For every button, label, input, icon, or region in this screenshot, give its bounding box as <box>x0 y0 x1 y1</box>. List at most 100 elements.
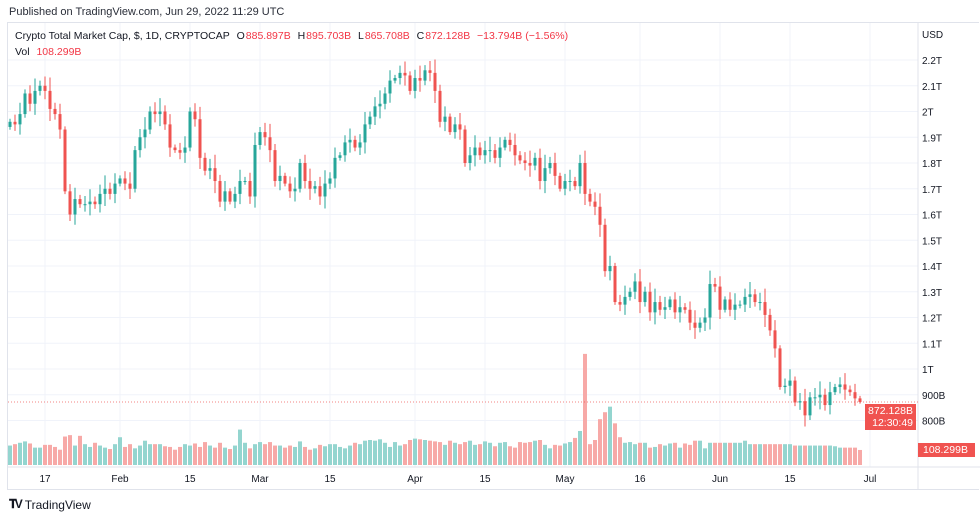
volume-bar <box>503 442 507 465</box>
volume-bar <box>253 444 257 465</box>
candle-body <box>223 191 227 202</box>
candle-body <box>158 111 162 115</box>
volume-bar <box>453 442 457 465</box>
volume-bar <box>213 447 217 465</box>
candle-body <box>148 111 152 130</box>
volume-bar <box>328 444 332 465</box>
symbol-title[interactable]: Crypto Total Market Cap, $, 1D, CRYPTOCA… <box>15 30 230 42</box>
volume-bar <box>718 442 722 465</box>
candle-body <box>443 116 447 122</box>
volume-bar <box>373 440 377 465</box>
x-tick-label: 15 <box>784 474 796 485</box>
volume-bar <box>478 444 482 465</box>
volume-bar <box>333 444 337 465</box>
volume-bar <box>583 353 587 465</box>
candle-body <box>743 296 747 305</box>
last-price: 872.128B <box>868 405 913 417</box>
volume-bar <box>223 447 227 465</box>
candle-body <box>408 75 412 91</box>
volume-bar <box>288 445 292 465</box>
volume-bar <box>633 444 637 465</box>
volume-bar <box>768 444 772 465</box>
volume-bar <box>708 442 712 465</box>
volume-bar <box>783 444 787 465</box>
candle-body <box>763 302 767 315</box>
volume-bar <box>578 430 582 465</box>
candle-body <box>53 108 57 115</box>
volume-bar <box>73 445 77 465</box>
volume-bar <box>308 449 312 465</box>
candle-body <box>238 181 242 194</box>
volume-bar <box>263 444 267 465</box>
volume-bar <box>603 412 607 465</box>
candle-body <box>108 188 112 194</box>
candle-body <box>668 299 672 308</box>
low-value: 865.708B <box>364 30 410 42</box>
candle-body <box>733 304 737 310</box>
candle-body <box>463 129 467 163</box>
candle-body <box>848 389 852 393</box>
candle-body <box>133 150 137 189</box>
volume-bar <box>38 447 42 465</box>
y-tick-label: 1.2T <box>922 314 942 325</box>
volume-bar <box>693 440 697 465</box>
volume-bar <box>753 444 757 465</box>
candle-body <box>648 291 652 313</box>
volume-bar <box>408 440 412 465</box>
volume-bar <box>228 449 232 465</box>
candle-body <box>188 111 192 148</box>
volume-bar <box>128 444 132 465</box>
candle-body <box>33 90 37 104</box>
candle-body <box>118 178 122 184</box>
volume-bar <box>78 435 82 465</box>
volume-label: Vol <box>15 46 30 58</box>
candle-body <box>283 175 287 184</box>
volume-bar <box>23 441 27 465</box>
candle-body <box>703 317 707 323</box>
tradingview-logo[interactable]: 𝐓V TradingView <box>9 497 91 512</box>
volume-bar <box>853 447 857 465</box>
candle-body <box>518 155 522 161</box>
candle-body <box>328 178 332 184</box>
volume-bar <box>193 443 197 465</box>
volume-bar <box>18 442 22 465</box>
volume-bar <box>158 444 162 465</box>
candle-body <box>833 387 837 393</box>
candle-body <box>683 307 687 310</box>
high-value: 895.703B <box>306 30 352 42</box>
volume-bar <box>518 442 522 465</box>
candle-body <box>103 188 107 194</box>
volume-bar <box>103 447 107 465</box>
volume-bar <box>498 442 502 465</box>
bar-countdown: 12:30:49 <box>872 417 913 429</box>
candle-body <box>783 385 787 388</box>
chart-frame <box>7 22 979 490</box>
candle-body <box>448 116 452 133</box>
candle-body <box>628 291 632 297</box>
candle-body <box>58 114 62 130</box>
y-tick-label: 1.9T <box>922 133 942 144</box>
volume-bar <box>593 440 597 465</box>
volume-bar <box>248 448 252 465</box>
volume-bar <box>348 445 352 465</box>
volume-bar <box>93 442 97 465</box>
y-tick-label: 1T <box>922 365 934 376</box>
candle-body <box>658 302 662 310</box>
volume-bar <box>563 443 567 465</box>
volume-bar <box>313 448 317 465</box>
volume-bar <box>33 447 37 465</box>
candle-body <box>383 93 387 104</box>
candle-body <box>398 72 402 79</box>
volume-bar <box>203 442 207 465</box>
candle-body <box>413 78 417 91</box>
volume-bar <box>858 449 862 465</box>
candle-body <box>8 121 12 127</box>
volume-bar <box>548 448 552 465</box>
volume-bar <box>658 444 662 465</box>
y-tick-label: 1.7T <box>922 185 942 196</box>
volume-bar <box>8 445 12 465</box>
candle-body <box>303 163 307 182</box>
candle-body <box>173 147 177 151</box>
candle-body <box>258 132 262 145</box>
